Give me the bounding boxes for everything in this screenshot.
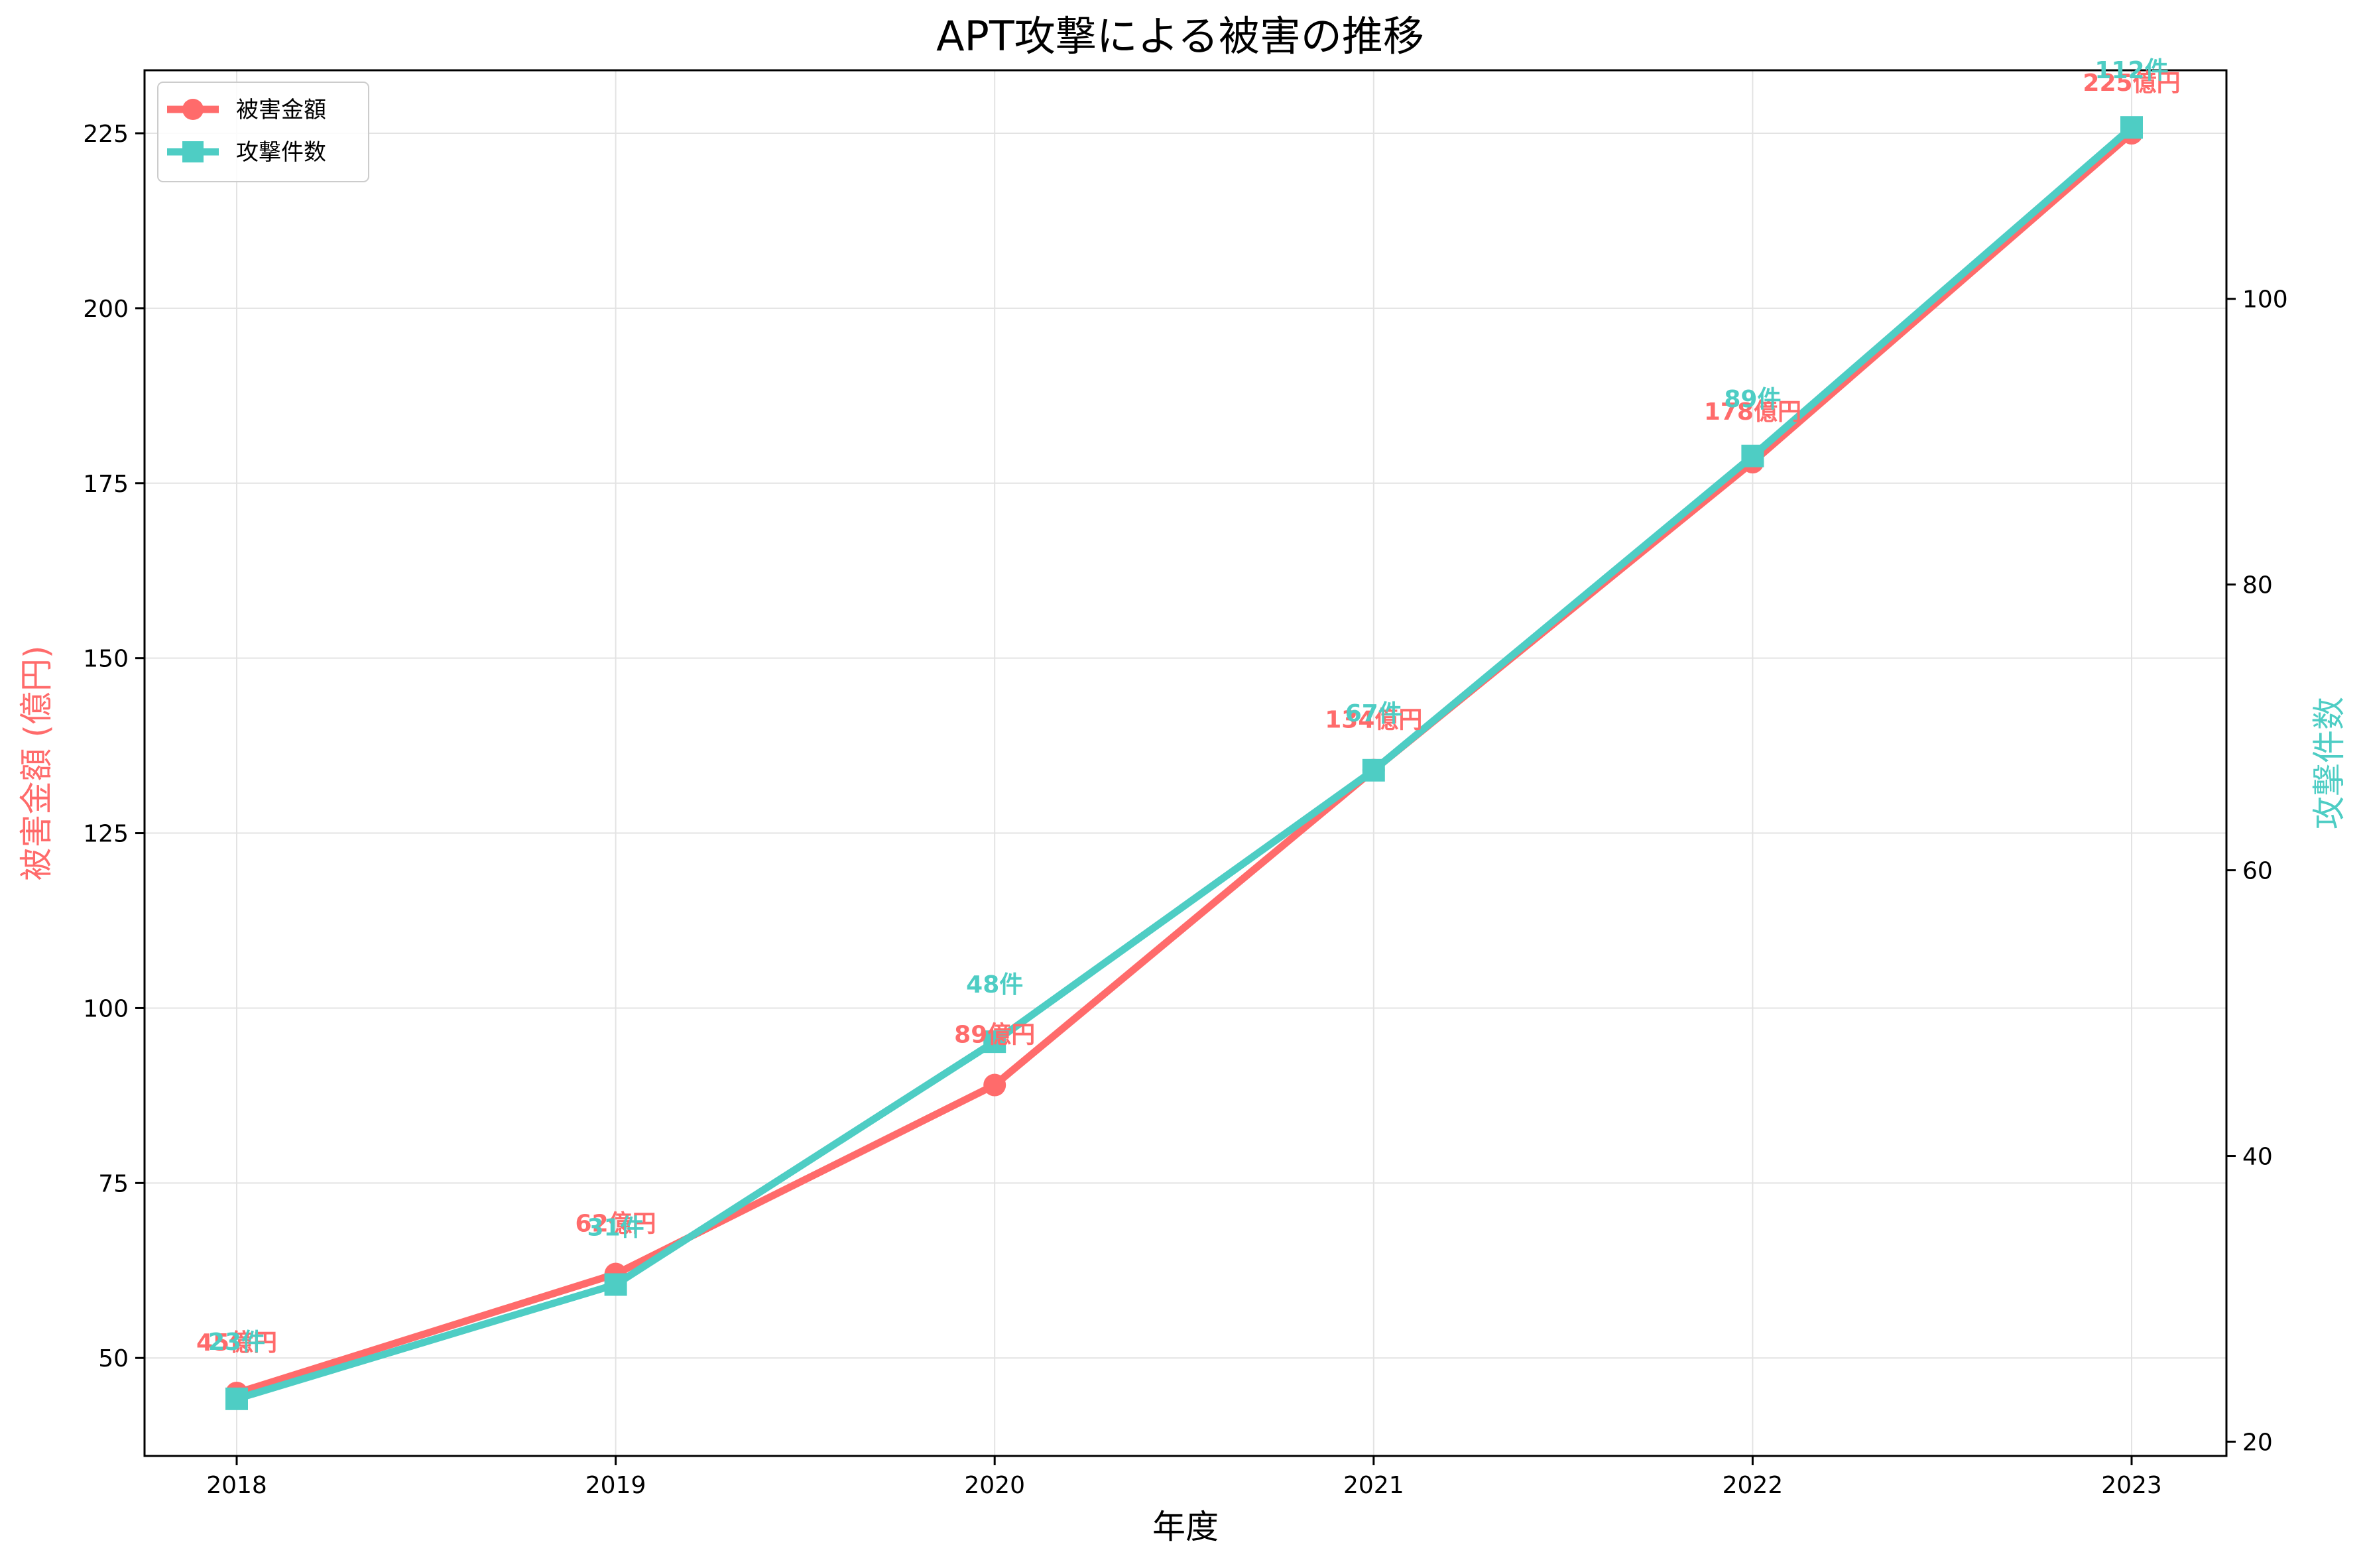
series-line-1 bbox=[233, 129, 2136, 1397]
legend-label: 被害金額 bbox=[236, 97, 326, 123]
x-tick-label: 2022 bbox=[1723, 1472, 1784, 1499]
series-line-2 bbox=[233, 123, 2136, 1403]
y-right-tick-label: 40 bbox=[2242, 1144, 2273, 1171]
y-right-tick-label: 80 bbox=[2242, 572, 2273, 599]
y-left-tick-label: 50 bbox=[98, 1345, 129, 1372]
series-2-point bbox=[1741, 444, 1764, 467]
plot-frame bbox=[143, 69, 2228, 1457]
y-axis-left: 50 75 100 125 150 175 200 225 bbox=[83, 121, 145, 1372]
data-label: 225億円 bbox=[2083, 70, 2180, 97]
y-right-tick-label: 60 bbox=[2242, 858, 2273, 885]
data-labels: 45億円 62億円 89億円 134億円 178億円 225億円 23件 31件 48件 67件 8… bbox=[196, 57, 2181, 1357]
y-left-tick-label: 225 bbox=[83, 121, 129, 148]
data-label: 89億円 bbox=[954, 1022, 1035, 1049]
series-2-point bbox=[225, 1387, 248, 1410]
data-label: 134億円 bbox=[1325, 707, 1422, 734]
legend-marker bbox=[182, 99, 204, 120]
series-2-point bbox=[2120, 116, 2143, 139]
x-tick-label: 2019 bbox=[585, 1472, 646, 1499]
y-left-tick-label: 125 bbox=[83, 821, 129, 848]
data-label: 67件 bbox=[1345, 700, 1402, 727]
x-axis-label: 年度 bbox=[1152, 1508, 1219, 1546]
data-label: 45億円 bbox=[196, 1329, 277, 1357]
data-label: 62億円 bbox=[576, 1211, 656, 1238]
series-layer bbox=[225, 116, 2143, 1410]
y-axis-right: 20 40 60 80 100 bbox=[2226, 286, 2288, 1456]
y-left-tick-label: 150 bbox=[83, 646, 129, 673]
series-2-point bbox=[1362, 758, 1385, 782]
y-axis-right-label: 攻撃件数 bbox=[2310, 697, 2348, 829]
x-tick-label: 2020 bbox=[964, 1472, 1025, 1499]
y-left-tick-label: 200 bbox=[83, 296, 129, 323]
x-axis: 2018 2019 2020 2021 2022 2023 bbox=[206, 1456, 2162, 1499]
legend-label: 攻撃件数 bbox=[236, 139, 326, 166]
y-axis-left-label: 被害金額 (億円) bbox=[17, 646, 56, 881]
data-label: 31件 bbox=[587, 1214, 644, 1241]
x-tick-label: 2023 bbox=[2101, 1472, 2162, 1499]
series-2-point bbox=[604, 1273, 627, 1296]
y-right-tick-label: 100 bbox=[2242, 286, 2288, 314]
data-label: 89件 bbox=[1724, 386, 1781, 413]
grid bbox=[145, 70, 2226, 1456]
y-left-tick-label: 75 bbox=[98, 1170, 129, 1197]
data-label: 178億円 bbox=[1704, 398, 1801, 426]
data-label: 23件 bbox=[208, 1329, 265, 1356]
y-left-tick-label: 100 bbox=[83, 995, 129, 1022]
x-tick-label: 2021 bbox=[1343, 1472, 1404, 1499]
chart-title: APT攻撃による被害の推移 bbox=[936, 12, 1424, 60]
y-left-tick-label: 175 bbox=[83, 471, 129, 498]
series-1-point bbox=[983, 1073, 1006, 1097]
y-right-tick-label: 20 bbox=[2242, 1429, 2273, 1456]
data-label: 48件 bbox=[966, 971, 1023, 998]
series-2-point bbox=[983, 1030, 1006, 1054]
x-tick-label: 2018 bbox=[206, 1472, 267, 1499]
legend-marker bbox=[182, 141, 204, 162]
data-label: 112件 bbox=[2094, 57, 2168, 84]
